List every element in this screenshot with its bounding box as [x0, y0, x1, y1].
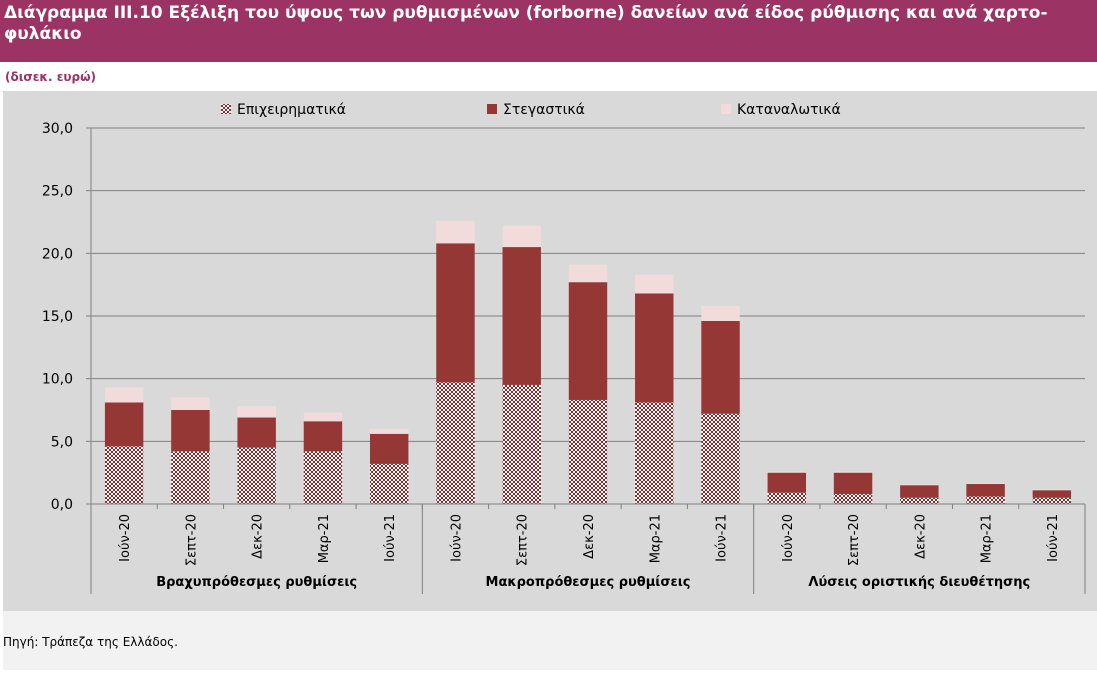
- x-tick-label: Σεπτ-20: [847, 514, 862, 566]
- group-label: Λύσεις οριστικής διευθέτησης: [808, 575, 1030, 590]
- bar-segment-business: [635, 402, 674, 504]
- x-tick-label: Δεκ-20: [251, 514, 266, 559]
- bar-segment-consumer: [966, 483, 1005, 484]
- legend-label: Καταναλωτικά: [737, 102, 841, 118]
- x-tick-label: Ιούν-21: [1046, 514, 1061, 562]
- x-tick-label: Ιούν-20: [449, 514, 464, 562]
- bar-segment-mortgage: [171, 410, 210, 452]
- legend-swatch: [487, 104, 497, 114]
- stacked-bar-chart: 0,0 5,0 10,0 15,0 20,0 25,0 30,0 Ιούν-20 Σεπτ-20…: [42, 102, 1086, 594]
- bar-segment-mortgage: [104, 402, 144, 447]
- group-label: Μακροπρόθεσμες ρυθμίσεις: [486, 575, 691, 590]
- bar-segment-business: [303, 451, 343, 504]
- chart-title: Διάγραμμα ΙΙΙ.10 Εξέλιξη του ύψους των ρ…: [4, 3, 1048, 44]
- x-tick-label: Σεπτ-20: [184, 514, 199, 566]
- bar-segment-consumer: [701, 305, 740, 322]
- bar-segment-mortgage: [568, 282, 608, 400]
- bar-segment-consumer: [1032, 489, 1072, 491]
- chart-area: 0,0 5,0 10,0 15,0 20,0 25,0 30,0 Ιούν-20 Σεπτ-20…: [3, 91, 1097, 611]
- bar-segment-consumer: [568, 264, 608, 283]
- bar-segment-mortgage: [966, 483, 1005, 497]
- bar-segment-mortgage: [502, 247, 541, 385]
- bar-segment-business: [966, 496, 1005, 504]
- source-footer: Πηγή: Τράπεζα της Ελλάδος.: [3, 611, 1097, 670]
- x-tick-label: Ιούν-20: [781, 514, 796, 562]
- x-tick-label: Δεκ-20: [913, 514, 928, 559]
- bar-segment-consumer: [171, 397, 210, 410]
- legend-swatch: [721, 104, 731, 114]
- x-tick-label: Μαρ-21: [317, 514, 332, 563]
- legend-swatch: [221, 104, 231, 114]
- bar-segment-business: [171, 451, 210, 504]
- bar-segment-business: [1032, 497, 1072, 504]
- legend-label: Στεγαστικά: [503, 102, 585, 118]
- bar-segment-business: [369, 463, 409, 504]
- bar-segment-mortgage: [767, 472, 807, 493]
- bar-segment-business: [436, 382, 475, 504]
- x-tick-label: Μαρ-21: [648, 514, 663, 563]
- title-bar: Διάγραμμα ΙΙΙ.10 Εξέλιξη του ύψους των ρ…: [0, 0, 1097, 62]
- y-tick-label: 10,0: [42, 372, 73, 388]
- bar-segment-consumer: [900, 484, 939, 486]
- bar-segment-consumer: [237, 406, 276, 418]
- x-tick-label: Ιούν-21: [383, 514, 398, 562]
- y-tick-label: 5,0: [51, 434, 73, 450]
- unit-label: (δισεκ. ευρώ): [5, 70, 96, 84]
- bar-segment-business: [104, 446, 144, 504]
- bar-segment-consumer: [104, 387, 144, 403]
- bar-segment-consumer: [502, 225, 541, 248]
- bar-segment-business: [568, 399, 608, 504]
- bar-segment-mortgage: [1032, 490, 1072, 498]
- bar-segment-business: [833, 493, 873, 504]
- bar-segment-mortgage: [635, 293, 674, 403]
- bar-segment-mortgage: [833, 472, 873, 494]
- bar-segment-business: [701, 413, 740, 504]
- bar-segment-consumer: [369, 428, 409, 434]
- x-tick-label: Σεπτ-20: [516, 514, 531, 566]
- group-label: Βραχυπρόθεσμες ρυθμίσεις: [156, 575, 357, 590]
- bar-segment-mortgage: [701, 321, 740, 414]
- bar-segment-mortgage: [436, 243, 475, 383]
- x-tick-label: Δεκ-20: [582, 514, 597, 559]
- bar-segment-consumer: [767, 471, 807, 473]
- bar-segment-mortgage: [369, 433, 409, 464]
- bar-segment-mortgage: [303, 421, 343, 452]
- source-note: Πηγή: Τράπεζα της Ελλάδος.: [3, 635, 178, 649]
- y-tick-label: 20,0: [42, 246, 73, 262]
- bar-segment-mortgage: [237, 417, 276, 448]
- y-tick-label: 0,0: [51, 497, 73, 513]
- y-tick-label: 25,0: [42, 184, 73, 200]
- bar-segment-mortgage: [900, 485, 939, 498]
- bar-segment-business: [502, 384, 541, 504]
- bar-segment-consumer: [303, 412, 343, 422]
- legend-label: Επιχειρηματικά: [237, 102, 346, 118]
- bar-segment-consumer: [436, 220, 475, 244]
- bar-segment-business: [900, 497, 939, 504]
- bar-segment-consumer: [635, 274, 674, 294]
- y-tick-label: 30,0: [42, 121, 73, 137]
- bar-segment-business: [767, 492, 807, 504]
- bar-segment-business: [237, 447, 276, 504]
- y-tick-label: 15,0: [42, 309, 73, 325]
- x-tick-label: Ιούν-21: [715, 514, 730, 562]
- x-tick-label: Μαρ-21: [980, 514, 995, 563]
- bar-segment-consumer: [833, 471, 873, 473]
- x-tick-label: Ιούν-20: [118, 514, 133, 562]
